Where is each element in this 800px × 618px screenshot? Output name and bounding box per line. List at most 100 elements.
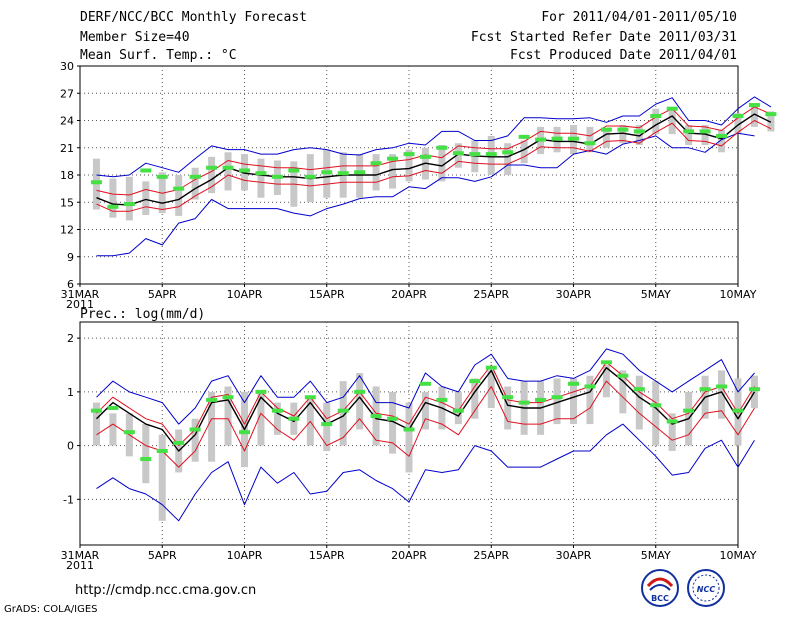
precipitation-range-bar xyxy=(421,391,429,430)
temperature-observed-marker xyxy=(748,103,760,108)
temperature-lower-line xyxy=(96,120,772,212)
temperature-xtick-label: 15APR xyxy=(309,288,345,301)
precipitation-xtick-label: 30APR xyxy=(556,549,592,562)
precipitation-range-bar xyxy=(487,370,495,408)
temperature-range-bar xyxy=(191,167,199,200)
precipitation-observed-marker xyxy=(485,365,497,370)
temperature-observed-marker xyxy=(617,127,629,132)
precipitation-range-bar xyxy=(273,402,281,435)
member-size-label: Member Size=40 xyxy=(80,30,190,45)
temperature-observed-marker xyxy=(765,112,777,117)
precipitation-range-bar xyxy=(208,391,216,462)
precipitation-range-bar xyxy=(224,386,232,446)
temperature-range-bar xyxy=(586,126,594,153)
precipitation-observed-marker xyxy=(90,408,102,413)
temperature-observed-marker xyxy=(156,174,168,179)
precipitation-observed-marker xyxy=(699,387,711,392)
temperature-observed-marker xyxy=(288,168,300,173)
precipitation-xtick-label: 31MAR xyxy=(61,549,100,562)
temperature-observed-marker xyxy=(683,129,695,134)
precipitation-xtick-label: 5APR xyxy=(148,549,177,562)
precipitation-observed-marker xyxy=(617,373,629,378)
agency-logos: BCC NCC xyxy=(641,569,725,607)
temperature-range-bar xyxy=(635,125,643,146)
precipitation-range-bar xyxy=(454,391,462,425)
precipitation-observed-marker xyxy=(683,408,695,413)
precipitation-range-bar xyxy=(652,381,660,446)
precipitation-range-bar xyxy=(570,378,577,425)
precipitation-max-line xyxy=(96,348,755,425)
temperature-xtick-label: 10APR xyxy=(227,288,263,301)
precipitation-ytick-label: 2 xyxy=(67,332,74,345)
temperature-range-bar xyxy=(356,154,364,198)
temperature-ytick-label: 6 xyxy=(67,278,74,291)
precipitation-lower-line xyxy=(96,380,755,468)
precipitation-min-line xyxy=(96,423,755,522)
precipitation-range-bar xyxy=(92,402,100,446)
temperature-observed-marker xyxy=(271,174,283,179)
precipitation-range-bar xyxy=(635,375,643,430)
temperature-xtick-label: 10MAY xyxy=(720,288,757,301)
precipitation-ytick-label: -1 xyxy=(63,493,74,506)
temperature-min-line xyxy=(96,132,755,257)
temperature-range-bar xyxy=(619,125,627,144)
precipitation-observed-marker xyxy=(666,419,678,424)
temperature-observed-marker xyxy=(387,156,399,161)
precipitation-range-bar xyxy=(339,381,347,446)
temperature-observed-marker xyxy=(452,151,464,156)
precipitation-range-bar xyxy=(109,413,117,446)
temperature-range-bar xyxy=(372,154,380,191)
precipitation-observed-marker xyxy=(189,427,201,432)
precipitation-range-bar xyxy=(750,375,758,408)
temperature-range-bar xyxy=(701,125,709,146)
precipitation-observed-marker xyxy=(173,440,185,445)
temperature-range-bar xyxy=(125,176,133,221)
precipitation-range-bar xyxy=(504,386,512,430)
temperature-observed-marker xyxy=(535,137,547,142)
precipitation-observed-marker xyxy=(568,381,579,386)
precipitation-observed-marker xyxy=(732,408,744,413)
precipitation-observed-marker xyxy=(436,397,448,402)
temperature-observed-marker xyxy=(666,106,678,111)
temperature-ytick-label: 12 xyxy=(60,224,74,237)
temperature-range-bar xyxy=(109,178,117,218)
temperature-ytick-label: 15 xyxy=(60,196,74,209)
precipitation-observed-marker xyxy=(156,448,168,453)
temperature-observed-marker xyxy=(370,161,382,166)
precipitation-observed-marker xyxy=(107,405,119,410)
temperature-range-bar xyxy=(767,111,775,132)
temperature-xtick-label: 20APR xyxy=(391,288,427,301)
precipitation-range-bar xyxy=(356,373,364,430)
temperature-range-bar xyxy=(175,175,183,216)
temperature-observed-marker xyxy=(732,113,744,118)
precipitation-observed-marker xyxy=(716,384,728,389)
temperature-observed-marker xyxy=(173,186,185,191)
temperature-range-bar xyxy=(734,113,742,135)
precipitation-observed-marker xyxy=(304,395,316,400)
temperature-observed-marker xyxy=(239,168,250,173)
ncc-logo: NCC xyxy=(687,569,725,607)
precipitation-range-bar xyxy=(405,402,413,473)
temperature-max-line xyxy=(96,96,772,178)
source-url[interactable]: http://cmdp.ncc.cma.gov.cn xyxy=(75,583,257,598)
temperature-observed-marker xyxy=(419,154,431,159)
temperature-observed-marker xyxy=(469,152,481,157)
temperature-range-bar xyxy=(750,104,758,127)
precipitation-range-bar xyxy=(389,391,397,454)
precipitation-xtick-label: 20APR xyxy=(391,549,427,562)
temperature-observed-marker xyxy=(584,141,596,146)
temperature-observed-marker xyxy=(436,145,448,150)
precipitation-observed-marker xyxy=(239,430,250,435)
precipitation-observed-marker xyxy=(354,389,366,394)
temperature-observed-marker xyxy=(403,152,415,157)
precipitation-observed-marker xyxy=(518,400,530,405)
precipitation-range-bar xyxy=(158,434,166,521)
temperature-xtick-label: 5APR xyxy=(148,288,177,301)
precipitation-observed-marker xyxy=(469,379,481,384)
grads-credit: GrADS: COLA/IGES xyxy=(4,604,98,615)
temperature-range-bar xyxy=(142,181,150,215)
precipitation-observed-marker xyxy=(502,395,514,400)
temperature-observed-marker xyxy=(337,171,349,176)
precipitation-observed-marker xyxy=(650,403,662,408)
